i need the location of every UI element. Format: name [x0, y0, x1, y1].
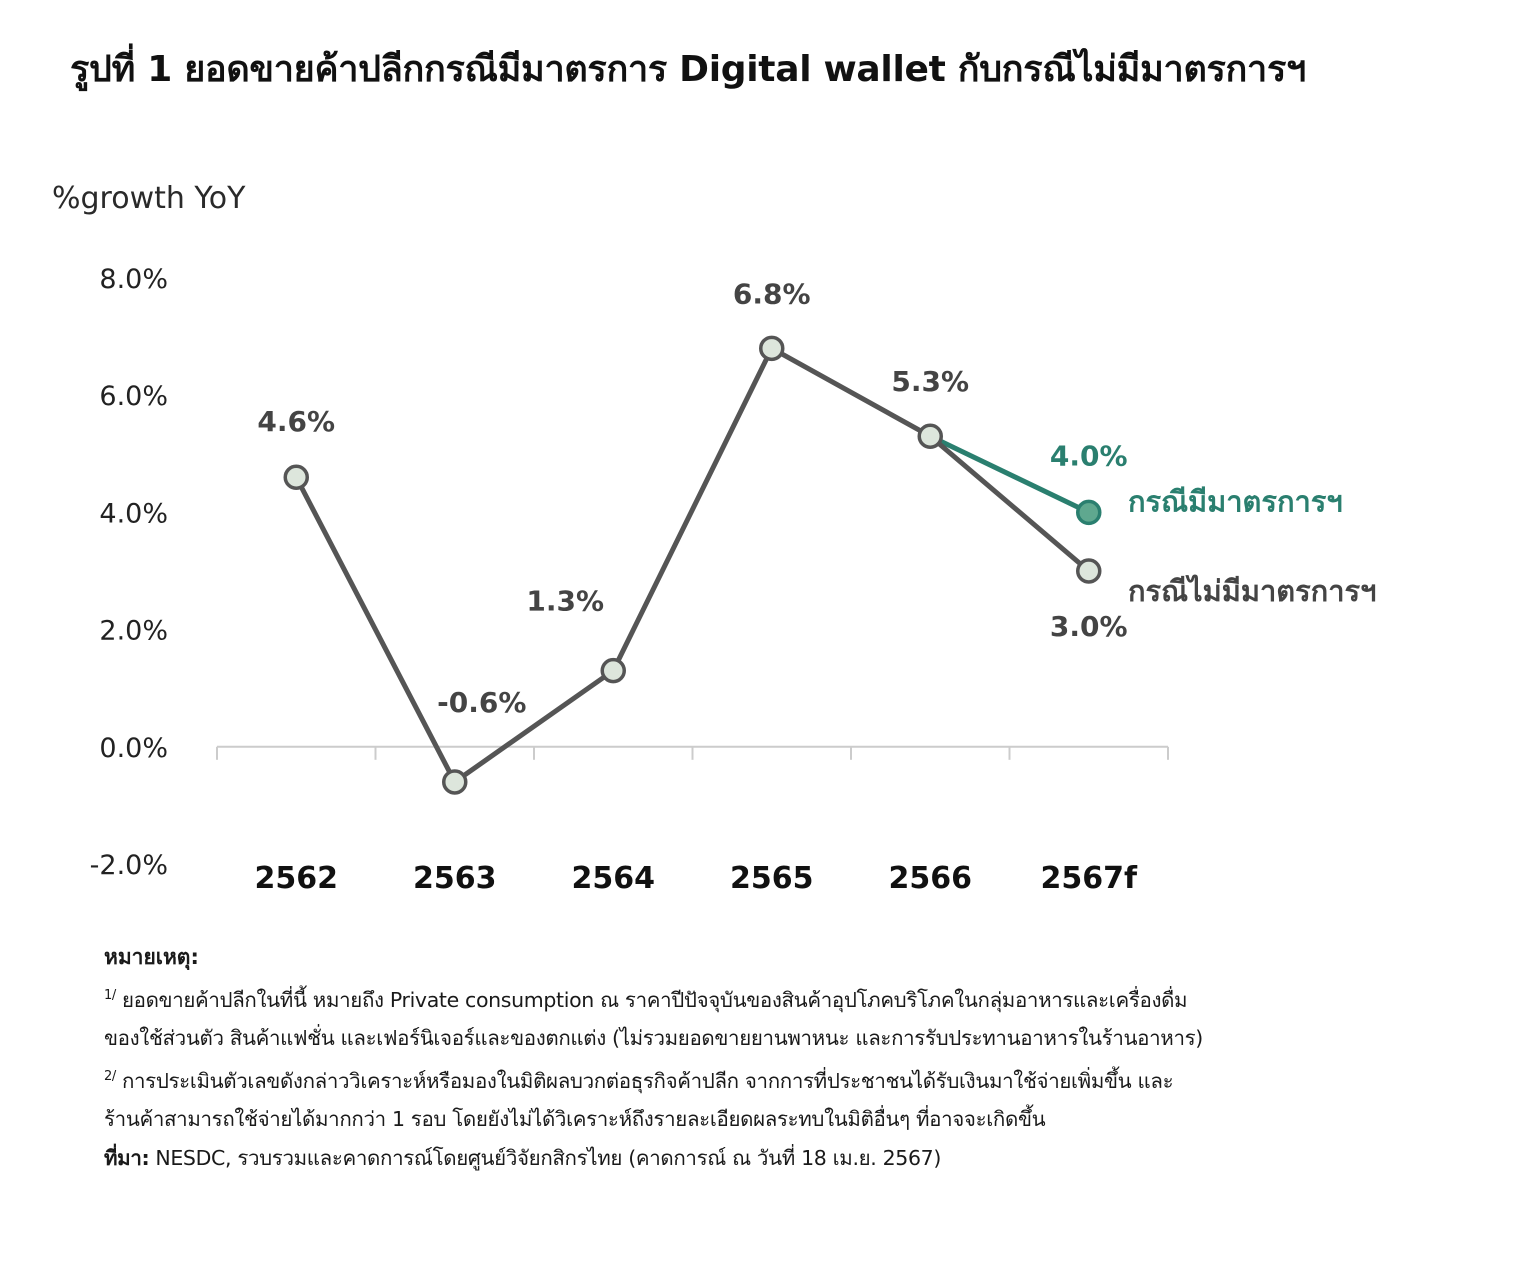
note-1-line-2: ของใช้ส่วนตัว สินค้าแฟชั่น และเฟอร์นิเจอ…	[104, 1026, 1203, 1050]
series-marker-baseline	[600, 657, 626, 684]
axis-layer: 8.0% 6.0% 4.0% 2.0% 0.0% -2.0% 2562 2563 2564 256…	[90, 264, 1169, 896]
note-1-line-1: 1/ยอดขายค้าปลีกในที่นี้ หมายถึง Private …	[104, 977, 1484, 1020]
y-tick-label: 0.0%	[99, 733, 168, 764]
data-label-baseline: 3.0%	[1050, 610, 1128, 643]
note-2-marker: 2/	[104, 1068, 116, 1084]
notes-block: หมายเหตุ: 1/ยอดขายค้าปลีกในที่นี้ หมายถึ…	[104, 938, 1484, 1177]
series-name-baseline: กรณีไม่มีมาตรการฯ	[1128, 574, 1376, 608]
data-label-baseline: 5.3%	[891, 365, 969, 398]
x-tick-label: 2565	[730, 861, 814, 896]
note-2-line-2: ร้านค้าสามารถใช้จ่ายได้มากกว่า 1 รอบ โดย…	[104, 1107, 1046, 1131]
data-label-baseline: -0.6%	[437, 686, 526, 719]
note-1-text-1: ยอดขายค้าปลีกในที่นี้ หมายถึง Private co…	[121, 987, 1188, 1012]
note-1-marker: 1/	[104, 987, 116, 1003]
y-tick-label: 6.0%	[99, 381, 168, 412]
data-label-baseline: 6.8%	[733, 277, 811, 310]
y-tick-label: 2.0%	[99, 616, 168, 647]
note-2-line-1: 2/การประเมินตัวเลขดังกล่าววิเคราะห์หรือม…	[104, 1058, 1484, 1101]
data-label-policy: 4.0%	[1050, 439, 1128, 472]
series-layer	[283, 335, 1102, 795]
figure-title: รูปที่ 1 ยอดขายค้าปลีกกรณีมีมาตรการ Digi…	[70, 49, 1306, 90]
x-tick-label: 2564	[572, 861, 656, 896]
source-line: ที่มา: NESDC, รวบรวมและคาดการณ์โดยศูนย์วิ…	[104, 1139, 1484, 1178]
series-line-baseline	[294, 345, 1091, 785]
data-label-baseline: 4.6%	[257, 405, 335, 438]
y-tick-label: -2.0%	[90, 850, 168, 881]
note-2-text-1: การประเมินตัวเลขดังกล่าววิเคราะห์หรือมอง…	[121, 1068, 1174, 1093]
series-marker-policy	[1076, 499, 1102, 526]
series-marker-baseline	[1076, 558, 1102, 584]
x-tick-label: 2562	[255, 861, 339, 896]
series-line-policy	[929, 433, 1090, 515]
source-text: NESDC, รวบรวมและคาดการณ์โดยศูนย์วิจัยกสิ…	[155, 1145, 942, 1170]
x-tick-label: 2563	[413, 861, 497, 896]
source-label: ที่มา:	[104, 1145, 150, 1170]
y-axis-label: %growth YoY	[52, 181, 246, 216]
series-marker-baseline	[283, 464, 309, 490]
notes-heading: หมายเหตุ:	[104, 945, 199, 969]
x-tick-label: 2566	[889, 861, 973, 896]
series-marker-baseline	[442, 769, 468, 795]
y-tick-label: 8.0%	[99, 264, 168, 295]
line-chart: 8.0% 6.0% 4.0% 2.0% 0.0% -2.0% 2562 2563 2564 256…	[90, 264, 1377, 896]
x-tick-label: 2567f	[1040, 861, 1137, 896]
series-name-policy: กรณีมีมาตรการฯ	[1128, 484, 1343, 518]
y-tick-label: 4.0%	[99, 498, 168, 529]
label-layer: 4.6% -0.6% 1.3% 6.8% 5.3% 3.0% 4.0%กรณีมีมาตรก…	[257, 277, 1376, 719]
series-marker-baseline	[917, 423, 943, 449]
data-label-baseline: 1.3%	[526, 585, 604, 618]
series-marker-baseline	[759, 335, 785, 362]
